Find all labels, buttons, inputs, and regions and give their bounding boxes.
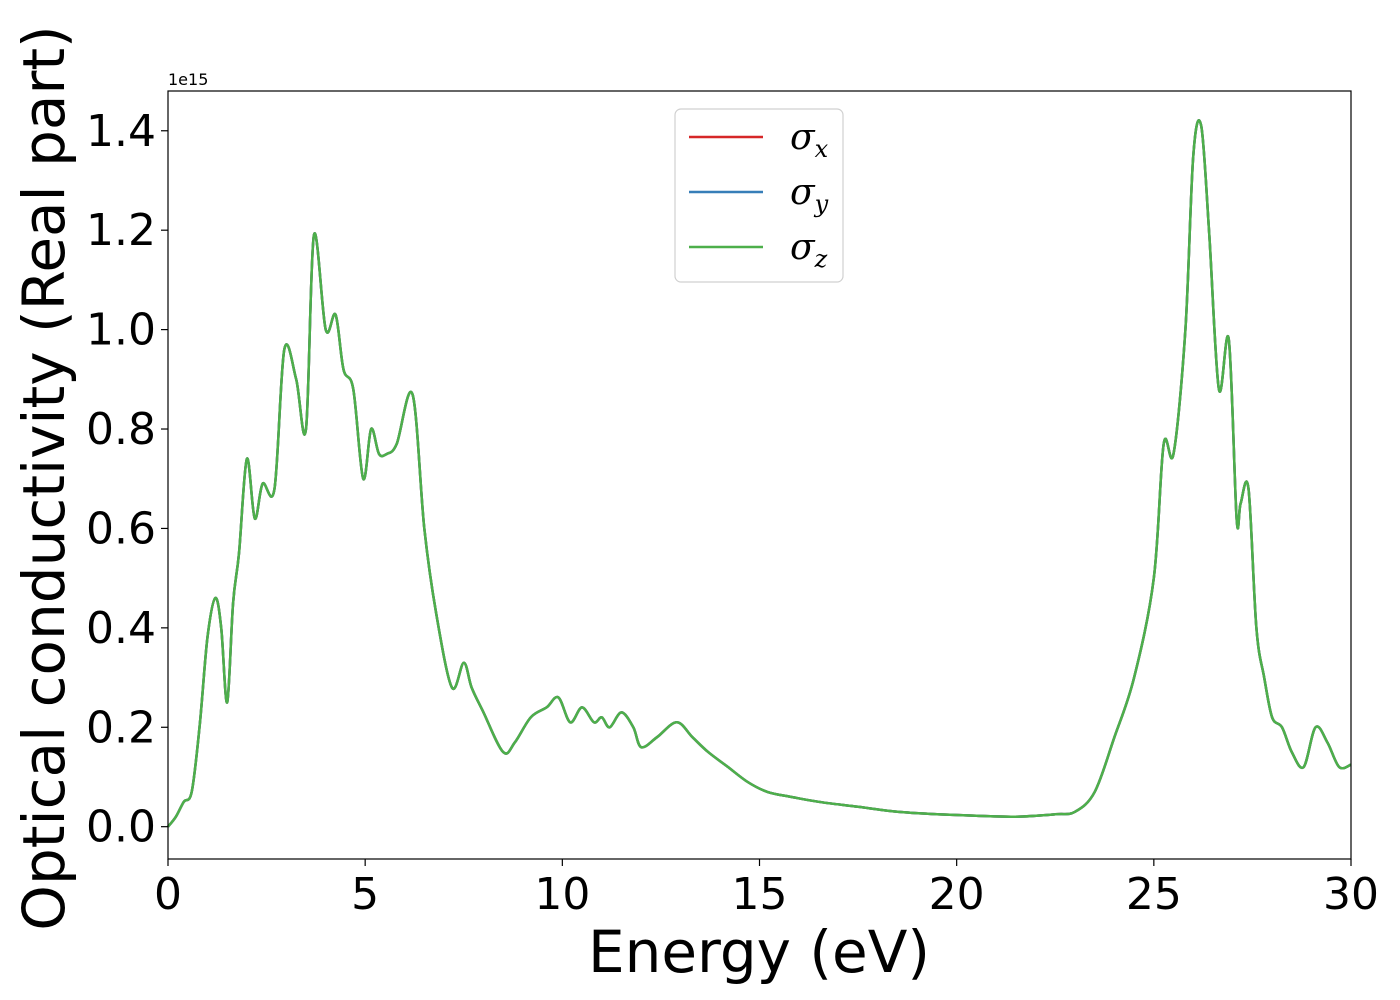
x-tick-label: 30 [1323,869,1379,920]
legend-label-x: σx [790,117,829,163]
x-tick-label: 0 [154,869,182,920]
y-ticks: 0.0 0.2 0.4 0.6 0.8 1.0 1.2 1.4 [86,106,168,853]
y-tick-label: 1.0 [86,305,156,356]
y-tick-label: 0.8 [86,404,156,455]
x-tick-label: 25 [1126,869,1182,920]
y-tick-label: 0.4 [86,603,156,654]
y-offset-text: 1e15 [168,70,208,89]
y-axis-label: Optical conductivity (Real part) [10,25,78,930]
legend-label-z: σz [790,227,828,273]
series-layer [167,119,1352,828]
x-tick-label: 20 [929,869,985,920]
y-tick-label: 1.2 [86,205,156,256]
legend-label-y: σy [790,172,829,218]
legend: σx σy σz [674,108,844,283]
y-tick-label: 0.2 [86,702,156,753]
x-tick-label: 5 [351,869,379,920]
y-tick-label: 0.0 [86,802,156,853]
x-tick-label: 15 [732,869,788,920]
series-line-z [167,119,1352,828]
x-tick-label: 10 [534,869,590,920]
legend-box [674,108,844,283]
y-tick-label: 1.4 [86,106,156,157]
x-axis-label: Energy (eV) [588,918,930,986]
x-ticks: 0 5 10 15 20 25 30 [154,859,1379,920]
y-tick-label: 0.6 [86,503,156,554]
